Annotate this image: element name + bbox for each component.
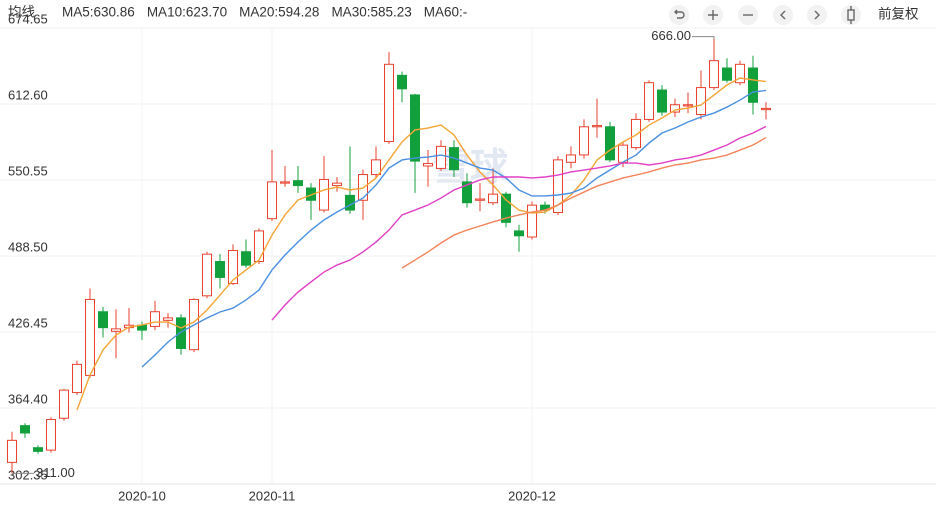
candle-body [657, 89, 667, 113]
candle-body [176, 317, 186, 349]
y-tick-label: 488.50 [8, 239, 48, 254]
candle-body [748, 67, 758, 103]
candle-body [514, 230, 524, 237]
candle-body [46, 419, 56, 451]
candle-body [267, 181, 277, 220]
legend-entry: MA10:623.70 [147, 5, 227, 20]
zoom-out-button[interactable] [738, 5, 758, 25]
y-tick-label: 426.45 [8, 315, 48, 330]
candle-body [761, 107, 771, 111]
candle-body [20, 425, 30, 434]
y-tick-label: 364.40 [8, 391, 48, 406]
candle-body [501, 193, 511, 223]
legend-entry: MA5:630.86 [62, 5, 135, 20]
prev-button[interactable] [773, 5, 793, 25]
candle-body [488, 193, 498, 204]
annotation-line [692, 36, 715, 39]
adjust-label[interactable]: 前复权 [878, 6, 919, 22]
candle-body [384, 63, 394, 142]
legend-entry: MA20:594.28 [239, 5, 319, 20]
ma-line [401, 136, 767, 269]
candle-body [59, 389, 69, 419]
candle-body [605, 126, 615, 161]
candle-body [241, 251, 251, 266]
y-tick-label: 302.35 [8, 467, 48, 482]
candle-body [7, 439, 17, 463]
candle-body [280, 181, 290, 184]
candle-body [332, 182, 342, 187]
candle-body [644, 82, 654, 120]
candle-body [631, 118, 641, 149]
ma-label: 均线 [8, 5, 35, 20]
candle-body [72, 363, 82, 394]
candle-body [579, 126, 589, 156]
x-tick-label: 2020-10 [118, 488, 166, 503]
legend-entry: MA60:- [424, 5, 468, 20]
x-tick-label: 2020-11 [249, 488, 296, 503]
candle-body [410, 94, 420, 162]
annotation-label: 311.00 [36, 465, 75, 480]
candle-body [319, 178, 329, 211]
candle-body [202, 253, 212, 297]
candle-body [553, 159, 563, 214]
y-tick-label: 612.60 [8, 87, 48, 102]
candle-body [163, 317, 173, 321]
candle-body [215, 261, 225, 278]
candle-body [397, 74, 407, 90]
candle-body [462, 181, 472, 204]
legend: MA5:630.86 MA10:623.70 MA20:594.28 MA30:585… [62, 5, 467, 20]
candle-body [722, 67, 732, 81]
ma-line [271, 125, 767, 321]
candle-body [670, 104, 680, 113]
candle-body [527, 204, 537, 238]
candle-body [228, 249, 238, 285]
candle-body [306, 187, 316, 201]
candle-body [735, 63, 745, 84]
candle-body [98, 311, 108, 329]
candle-body [293, 180, 303, 187]
candle-body [592, 125, 602, 128]
undo-button[interactable] [669, 5, 689, 25]
y-tick-label: 550.55 [8, 163, 48, 178]
candle-body [475, 198, 485, 201]
candle-body [254, 230, 264, 263]
ma-line [141, 89, 767, 368]
annotation-label: 666.00 [651, 28, 691, 43]
candle-body [150, 311, 160, 327]
candle-body [423, 163, 433, 167]
x-tick-label: 2020-12 [508, 488, 556, 503]
candle-body [709, 60, 719, 89]
candle-body [683, 104, 693, 107]
ma-line [76, 77, 767, 411]
toolbar: 均线 MA5:630.86 MA10:623.70 MA20:594.28 MA30:… [8, 5, 919, 25]
candle-body [436, 145, 446, 169]
candle-type-button[interactable] [841, 5, 861, 25]
candle-body [111, 328, 121, 332]
candle-body [85, 298, 95, 376]
candle-body [566, 154, 576, 163]
y-tick-label: 674.65 [8, 11, 48, 26]
legend-entry: MA30:585.23 [331, 5, 411, 20]
candle-body [371, 159, 381, 176]
candle-body [33, 447, 43, 452]
candle-body [696, 87, 706, 116]
zoom-in-button[interactable] [703, 5, 723, 25]
next-button[interactable] [807, 5, 827, 25]
